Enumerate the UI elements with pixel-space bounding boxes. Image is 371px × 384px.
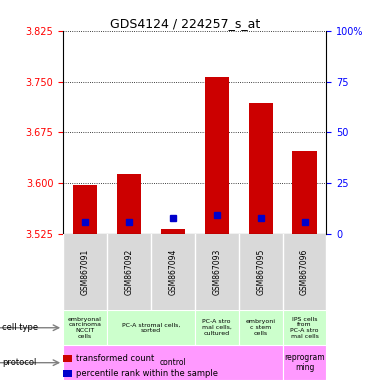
- Text: GSM867093: GSM867093: [212, 249, 221, 295]
- FancyBboxPatch shape: [107, 310, 195, 345]
- Text: PC-A stro
mal cells,
cultured: PC-A stro mal cells, cultured: [202, 319, 232, 336]
- Text: protocol: protocol: [2, 358, 36, 367]
- FancyBboxPatch shape: [239, 310, 283, 345]
- Bar: [73, 185, 97, 234]
- Text: embryoni
c stem
cells: embryoni c stem cells: [246, 319, 276, 336]
- Bar: [205, 77, 229, 234]
- Text: GDS4124 / 224257_s_at: GDS4124 / 224257_s_at: [111, 17, 260, 30]
- Text: cell type: cell type: [2, 323, 38, 332]
- Text: reprogram
ming: reprogram ming: [284, 353, 325, 372]
- FancyBboxPatch shape: [195, 310, 239, 345]
- FancyBboxPatch shape: [283, 310, 326, 345]
- Text: PC-A stromal cells,
sorted: PC-A stromal cells, sorted: [122, 322, 180, 333]
- FancyBboxPatch shape: [283, 345, 326, 380]
- Text: embryonal
carcinoma
NCCIT
cells: embryonal carcinoma NCCIT cells: [68, 316, 102, 339]
- Text: GSM867096: GSM867096: [300, 249, 309, 295]
- Text: percentile rank within the sample: percentile rank within the sample: [76, 369, 218, 378]
- Text: GSM867095: GSM867095: [256, 249, 265, 295]
- Text: GSM867092: GSM867092: [124, 249, 134, 295]
- Text: GSM867094: GSM867094: [168, 249, 177, 295]
- Bar: [161, 229, 185, 234]
- Bar: [249, 103, 273, 234]
- FancyBboxPatch shape: [63, 345, 283, 380]
- Bar: [292, 151, 316, 234]
- Text: GSM867091: GSM867091: [81, 249, 89, 295]
- Text: control: control: [160, 358, 186, 367]
- Bar: [117, 174, 141, 234]
- Text: IPS cells
from
PC-A stro
mal cells: IPS cells from PC-A stro mal cells: [290, 316, 319, 339]
- FancyBboxPatch shape: [63, 310, 107, 345]
- Text: transformed count: transformed count: [76, 354, 154, 363]
